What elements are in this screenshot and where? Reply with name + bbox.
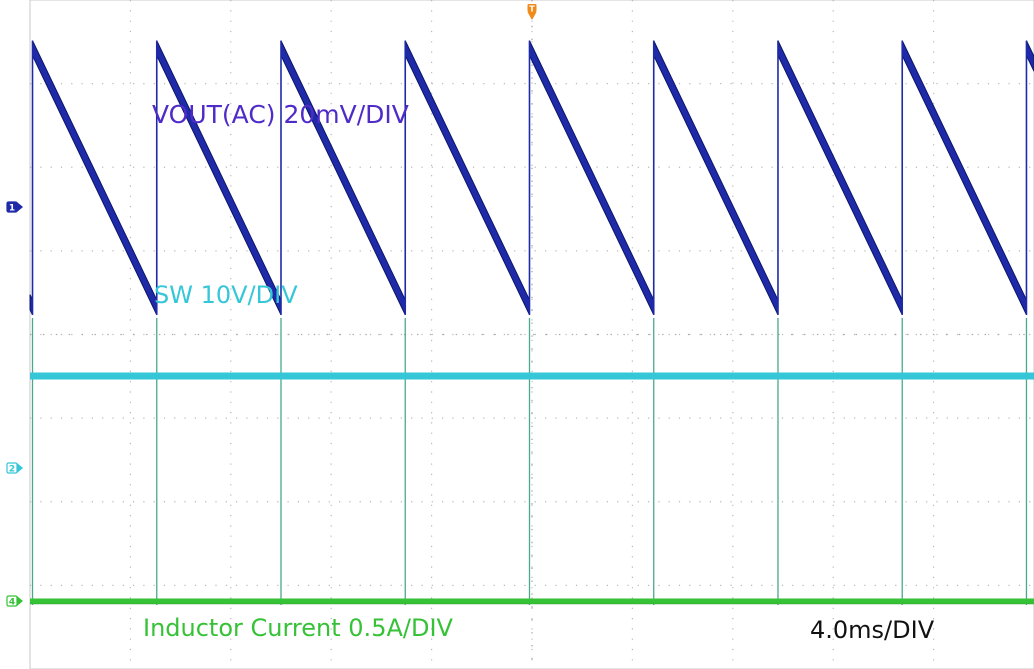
trigger-marker-label: T [529, 5, 535, 14]
vout-ramp [528, 40, 655, 316]
ch2-ground-marker-label: 2 [9, 465, 15, 475]
vout-ramp [404, 40, 530, 316]
channel-markers: T 1 2 4 [6, 4, 537, 608]
vout-ramp [32, 40, 158, 316]
trigger-marker-pointer [527, 12, 537, 20]
vout-ramp [156, 40, 282, 316]
vout-ramp [1025, 40, 1034, 72]
vout-ramp [777, 40, 903, 316]
vout-channel-label: VOUT(AC) 20mV/DIV [152, 100, 409, 129]
ch1-ground-marker-label: 1 [9, 204, 15, 214]
ch4-ground-marker-label: 4 [9, 598, 15, 608]
vout-ramp [901, 40, 1027, 316]
inductor-current-trace [30, 598, 1034, 604]
vout-ramp [653, 40, 779, 316]
vout-ramp [280, 40, 406, 316]
inductor-current-label: Inductor Current 0.5A/DIV [143, 614, 453, 642]
graticule [29, 0, 1034, 669]
waveform-traces [29, 40, 1034, 605]
ch2-ground-marker-pointer [17, 463, 23, 473]
ch1-ground-marker-pointer [17, 202, 23, 212]
sw-channel-label: SW 10V/DIV [154, 281, 298, 309]
ch4-ground-marker-pointer [17, 596, 23, 606]
trigger-marker-icon [527, 4, 537, 12]
timebase-label: 4.0ms/DIV [810, 616, 935, 644]
sw-trace [30, 372, 1034, 380]
